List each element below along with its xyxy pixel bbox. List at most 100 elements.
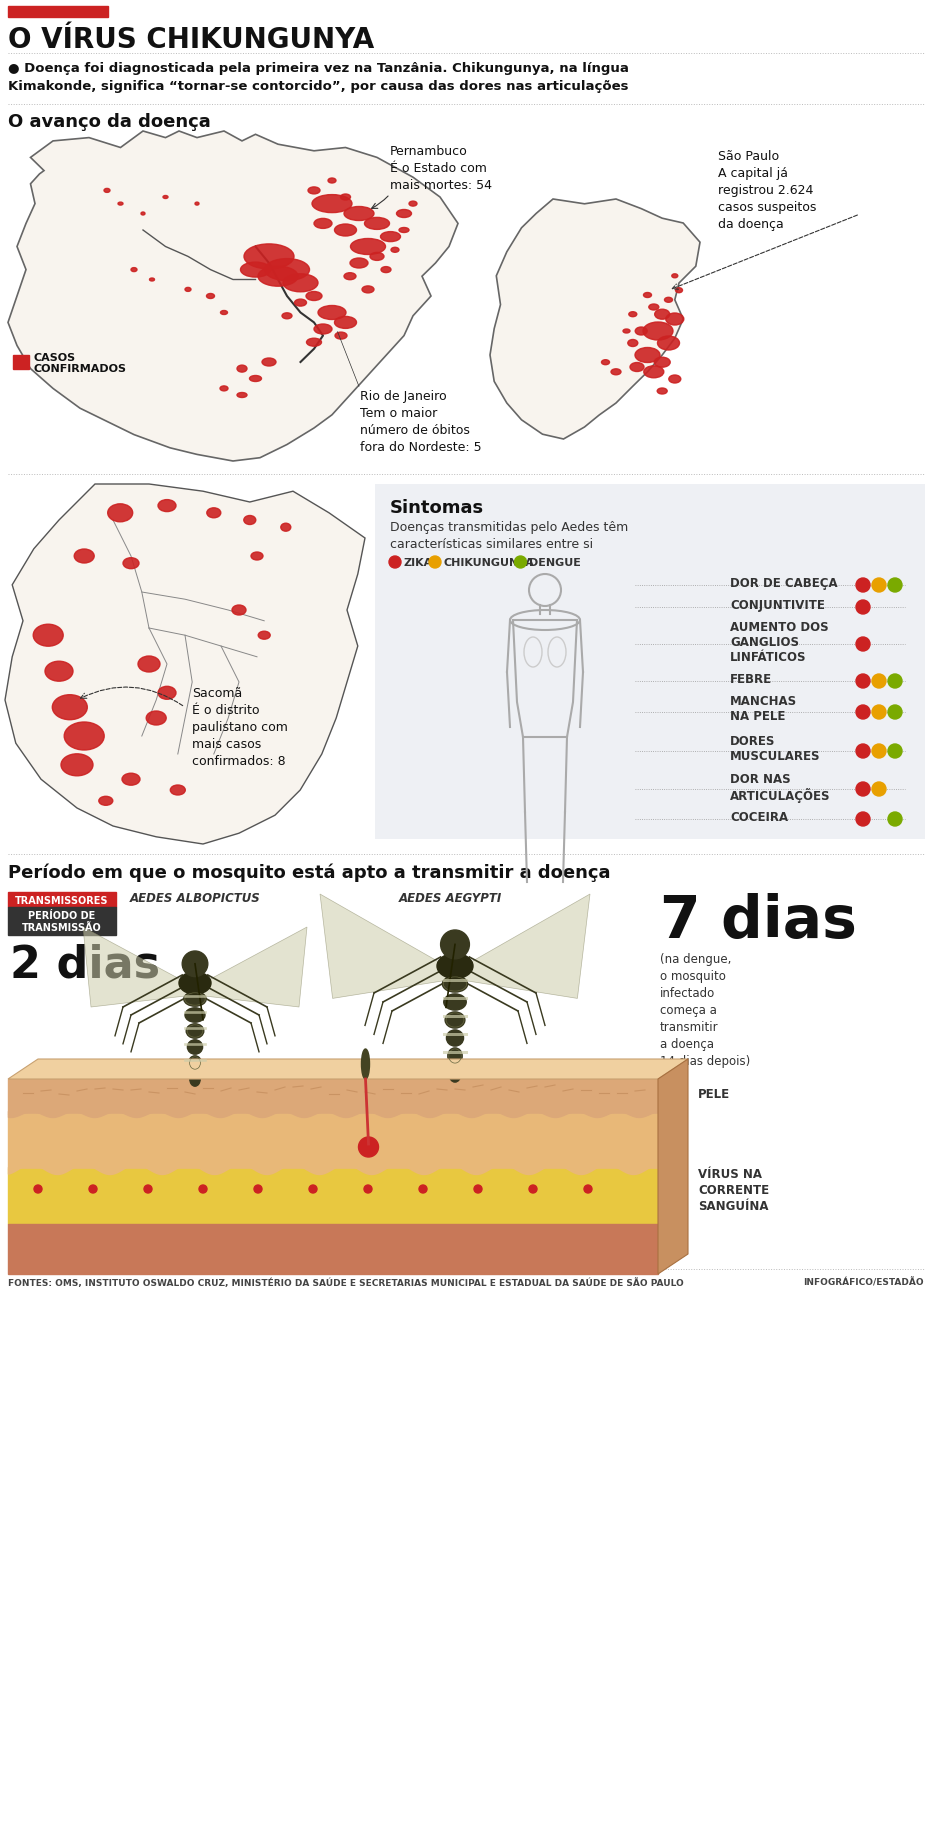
Ellipse shape (449, 1066, 460, 1083)
Ellipse shape (240, 264, 270, 278)
Text: ZIKA: ZIKA (404, 557, 433, 568)
Circle shape (872, 782, 886, 797)
Ellipse shape (611, 370, 621, 376)
Text: Rio de Janeiro
Tem o maior
número de óbitos
fora do Nordeste: 5: Rio de Janeiro Tem o maior número de óbi… (360, 390, 482, 454)
Ellipse shape (251, 553, 263, 561)
Ellipse shape (443, 976, 468, 993)
Ellipse shape (179, 973, 211, 995)
Circle shape (419, 1185, 427, 1193)
Ellipse shape (396, 211, 412, 218)
Ellipse shape (262, 359, 276, 366)
Circle shape (514, 557, 527, 568)
Text: ● Doença foi diagnosticada pela primeira vez na Tanzânia. Chikungunya, na língua: ● Doença foi diagnosticada pela primeira… (8, 62, 629, 93)
Text: DOR DE CABEÇA: DOR DE CABEÇA (730, 577, 838, 590)
Ellipse shape (307, 339, 322, 346)
Ellipse shape (104, 189, 110, 194)
Ellipse shape (195, 203, 199, 205)
Ellipse shape (186, 1024, 204, 1039)
Ellipse shape (185, 288, 191, 293)
Circle shape (872, 674, 886, 689)
Text: Sintomas: Sintomas (390, 498, 484, 517)
Ellipse shape (75, 550, 94, 564)
Ellipse shape (630, 363, 644, 372)
Ellipse shape (635, 348, 660, 363)
Circle shape (182, 951, 208, 976)
Bar (8, 1079, 658, 1114)
Ellipse shape (158, 500, 176, 513)
Ellipse shape (220, 387, 228, 392)
Circle shape (364, 1185, 372, 1193)
Text: 2 dias: 2 dias (10, 942, 160, 986)
Ellipse shape (281, 524, 291, 531)
Ellipse shape (657, 337, 679, 350)
Ellipse shape (265, 260, 309, 282)
Ellipse shape (131, 269, 137, 273)
Ellipse shape (391, 247, 399, 253)
Ellipse shape (444, 995, 466, 1011)
Ellipse shape (657, 388, 667, 394)
Ellipse shape (362, 1050, 369, 1079)
Text: TRANSMISSORES: TRANSMISSORES (15, 896, 109, 905)
Circle shape (34, 1185, 42, 1193)
Circle shape (856, 813, 870, 826)
Bar (13, 355, 29, 370)
Ellipse shape (171, 786, 185, 795)
Ellipse shape (122, 773, 140, 786)
Circle shape (888, 579, 902, 594)
Text: O VÍRUS CHIKUNGUNYA: O VÍRUS CHIKUNGUNYA (8, 26, 375, 53)
Bar (8, 1169, 658, 1224)
Bar (8, 892, 116, 907)
Ellipse shape (370, 253, 384, 262)
Ellipse shape (628, 341, 637, 348)
Circle shape (856, 705, 870, 720)
Ellipse shape (318, 306, 346, 321)
Ellipse shape (237, 366, 247, 374)
Ellipse shape (665, 313, 684, 326)
Circle shape (199, 1185, 207, 1193)
Ellipse shape (99, 797, 113, 806)
Text: PELE: PELE (698, 1088, 730, 1101)
Ellipse shape (185, 1008, 205, 1022)
Ellipse shape (187, 1041, 202, 1055)
Ellipse shape (163, 196, 168, 200)
Ellipse shape (601, 361, 610, 366)
Ellipse shape (258, 632, 270, 639)
Ellipse shape (643, 293, 651, 299)
Ellipse shape (437, 954, 473, 978)
Text: DOR NAS
ARTICULAÇÕES: DOR NAS ARTICULAÇÕES (730, 773, 830, 802)
Circle shape (888, 705, 902, 720)
Ellipse shape (636, 328, 647, 335)
Ellipse shape (190, 1072, 200, 1086)
Ellipse shape (184, 993, 206, 1006)
Ellipse shape (399, 229, 409, 233)
Ellipse shape (312, 196, 352, 214)
Text: VÍRUS NA
CORRENTE
SANGUÍNA: VÍRUS NA CORRENTE SANGUÍNA (698, 1167, 769, 1211)
Ellipse shape (314, 220, 332, 229)
Circle shape (856, 601, 870, 616)
Text: PERÍODO DE
TRANSMISSÃO: PERÍODO DE TRANSMISSÃO (22, 911, 102, 932)
Ellipse shape (644, 366, 664, 379)
Text: Pernambuco
É o Estado com
mais mortes: 54: Pernambuco É o Estado com mais mortes: 5… (390, 145, 492, 192)
Ellipse shape (676, 289, 682, 293)
Ellipse shape (335, 225, 357, 236)
Circle shape (856, 744, 870, 758)
Ellipse shape (649, 304, 659, 311)
Circle shape (89, 1185, 97, 1193)
Ellipse shape (335, 317, 357, 330)
Ellipse shape (188, 1057, 201, 1070)
Ellipse shape (158, 687, 176, 700)
Ellipse shape (146, 711, 166, 725)
Ellipse shape (340, 194, 350, 202)
Ellipse shape (237, 394, 247, 398)
Ellipse shape (447, 1048, 462, 1064)
Ellipse shape (283, 275, 318, 293)
Ellipse shape (149, 278, 155, 282)
Ellipse shape (207, 295, 214, 299)
Ellipse shape (364, 218, 390, 231)
Text: Doenças transmitidas pelo Aedes têm
características similares entre si: Doenças transmitidas pelo Aedes têm cara… (390, 520, 628, 551)
Ellipse shape (328, 180, 336, 183)
Ellipse shape (350, 258, 368, 269)
Text: INFOGRÁFICO/ESTADÃO: INFOGRÁFICO/ESTADÃO (803, 1277, 924, 1286)
Ellipse shape (344, 207, 374, 222)
Ellipse shape (306, 293, 322, 300)
